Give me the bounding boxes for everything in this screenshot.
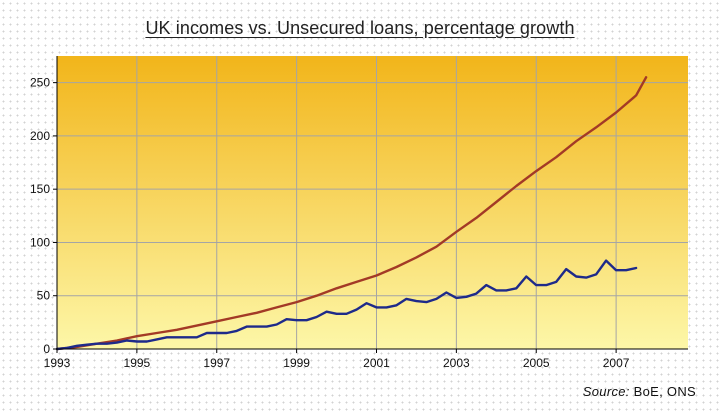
y-tick-label: 50 [37,289,51,303]
y-tick-label: 200 [30,129,50,143]
x-tick-label: 1993 [44,356,71,370]
series-line-loans [55,76,648,351]
source-note: Source: BoE, ONS [583,384,696,399]
x-tick-label: 1999 [283,356,310,370]
x-tick-label: 1995 [124,356,151,370]
axes [53,56,688,353]
x-tick-label: 1997 [203,356,230,370]
y-tick-label: 100 [30,235,50,249]
series-line-incomes [55,259,638,351]
x-tick-label: 2003 [443,356,470,370]
y-tick-label: 250 [30,76,50,90]
gridlines [57,56,688,349]
x-tick-label: 2005 [523,356,550,370]
chart-title: UK incomes vs. Unsecured loans, percenta… [145,18,575,38]
y-tick-label: 0 [43,342,50,356]
x-tick-label: 2007 [603,356,630,370]
source-value: BoE, ONS [633,384,696,399]
x-tick-label: 2001 [363,356,390,370]
series-group [55,76,648,351]
tick-labels: 0 50 100 150 200 250 1993 1995 1997 1999 2001 2003 2… [30,76,630,370]
plot-area [57,56,688,349]
source-label: Source: [582,384,630,399]
y-tick-label: 150 [30,182,50,196]
